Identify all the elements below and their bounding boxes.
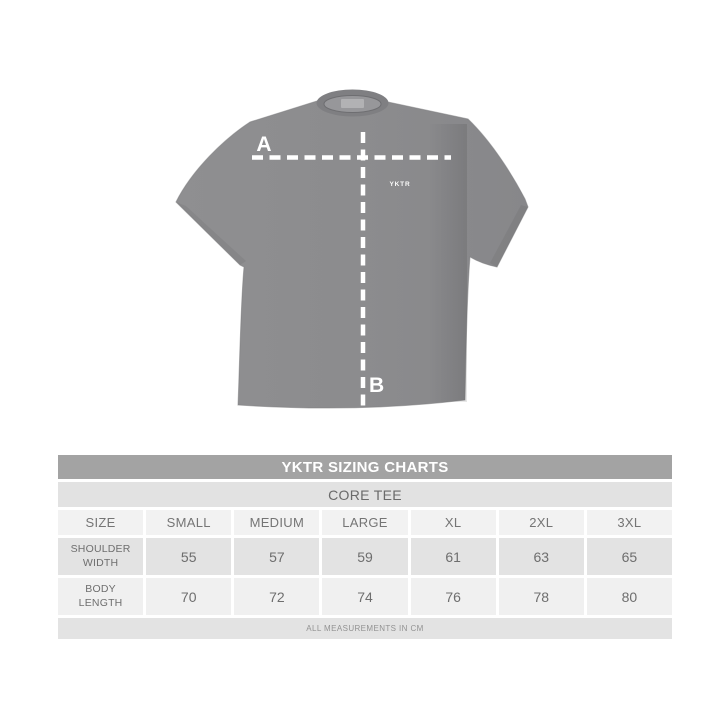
column-header-medium: MEDIUM	[234, 510, 320, 535]
body-length-medium: 72	[234, 578, 320, 615]
column-header-small: SMALL	[146, 510, 232, 535]
table-subtitle: CORE TEE	[58, 482, 672, 507]
table-row-shoulder-width: SHOULDER WIDTH 55 57 59 61 63 65	[58, 538, 672, 575]
left-sleeve-shade	[176, 202, 246, 265]
column-header-3xl: 3XL	[586, 510, 672, 535]
body-length-3xl: 80	[586, 578, 672, 615]
tshirt-diagram: YKTR A B	[175, 89, 529, 409]
column-header-row: SIZE SMALL MEDIUM LARGE XL 2XL 3XL	[58, 510, 672, 535]
table-footnote: ALL MEASUREMENTS IN CM	[58, 618, 672, 639]
shoulder-width-2xl: 63	[498, 538, 584, 575]
column-header-xl: XL	[410, 510, 496, 535]
neck-label	[341, 99, 364, 108]
chest-logo: YKTR	[390, 181, 411, 188]
column-header-2xl: 2XL	[498, 510, 584, 535]
tshirt-svg: YKTR A B	[175, 89, 529, 409]
shoulder-width-xl: 61	[410, 538, 496, 575]
body-length-xl: 76	[410, 578, 496, 615]
shoulder-width-small: 55	[146, 538, 232, 575]
right-sleeve-shade	[490, 205, 528, 267]
shoulder-width-medium: 57	[234, 538, 320, 575]
column-header-large: LARGE	[322, 510, 408, 535]
shoulder-width-3xl: 65	[586, 538, 672, 575]
body-length-2xl: 78	[498, 578, 584, 615]
measurement-label-a: A	[256, 133, 271, 156]
row-label-body-length: BODY LENGTH	[58, 578, 144, 615]
shoulder-width-large: 59	[322, 538, 408, 575]
body-length-large: 74	[322, 578, 408, 615]
table-row-body-length: BODY LENGTH 70 72 74 76 78 80	[58, 578, 672, 615]
fabric-shade	[428, 124, 467, 402]
table-title: YKTR SIZING CHARTS	[58, 455, 672, 479]
sizing-table: YKTR SIZING CHARTS CORE TEE SIZE SMALL M…	[58, 455, 672, 639]
measurement-label-b: B	[369, 374, 384, 397]
column-header-size: SIZE	[58, 510, 144, 535]
body-length-small: 70	[146, 578, 232, 615]
row-label-shoulder-width: SHOULDER WIDTH	[58, 538, 144, 575]
